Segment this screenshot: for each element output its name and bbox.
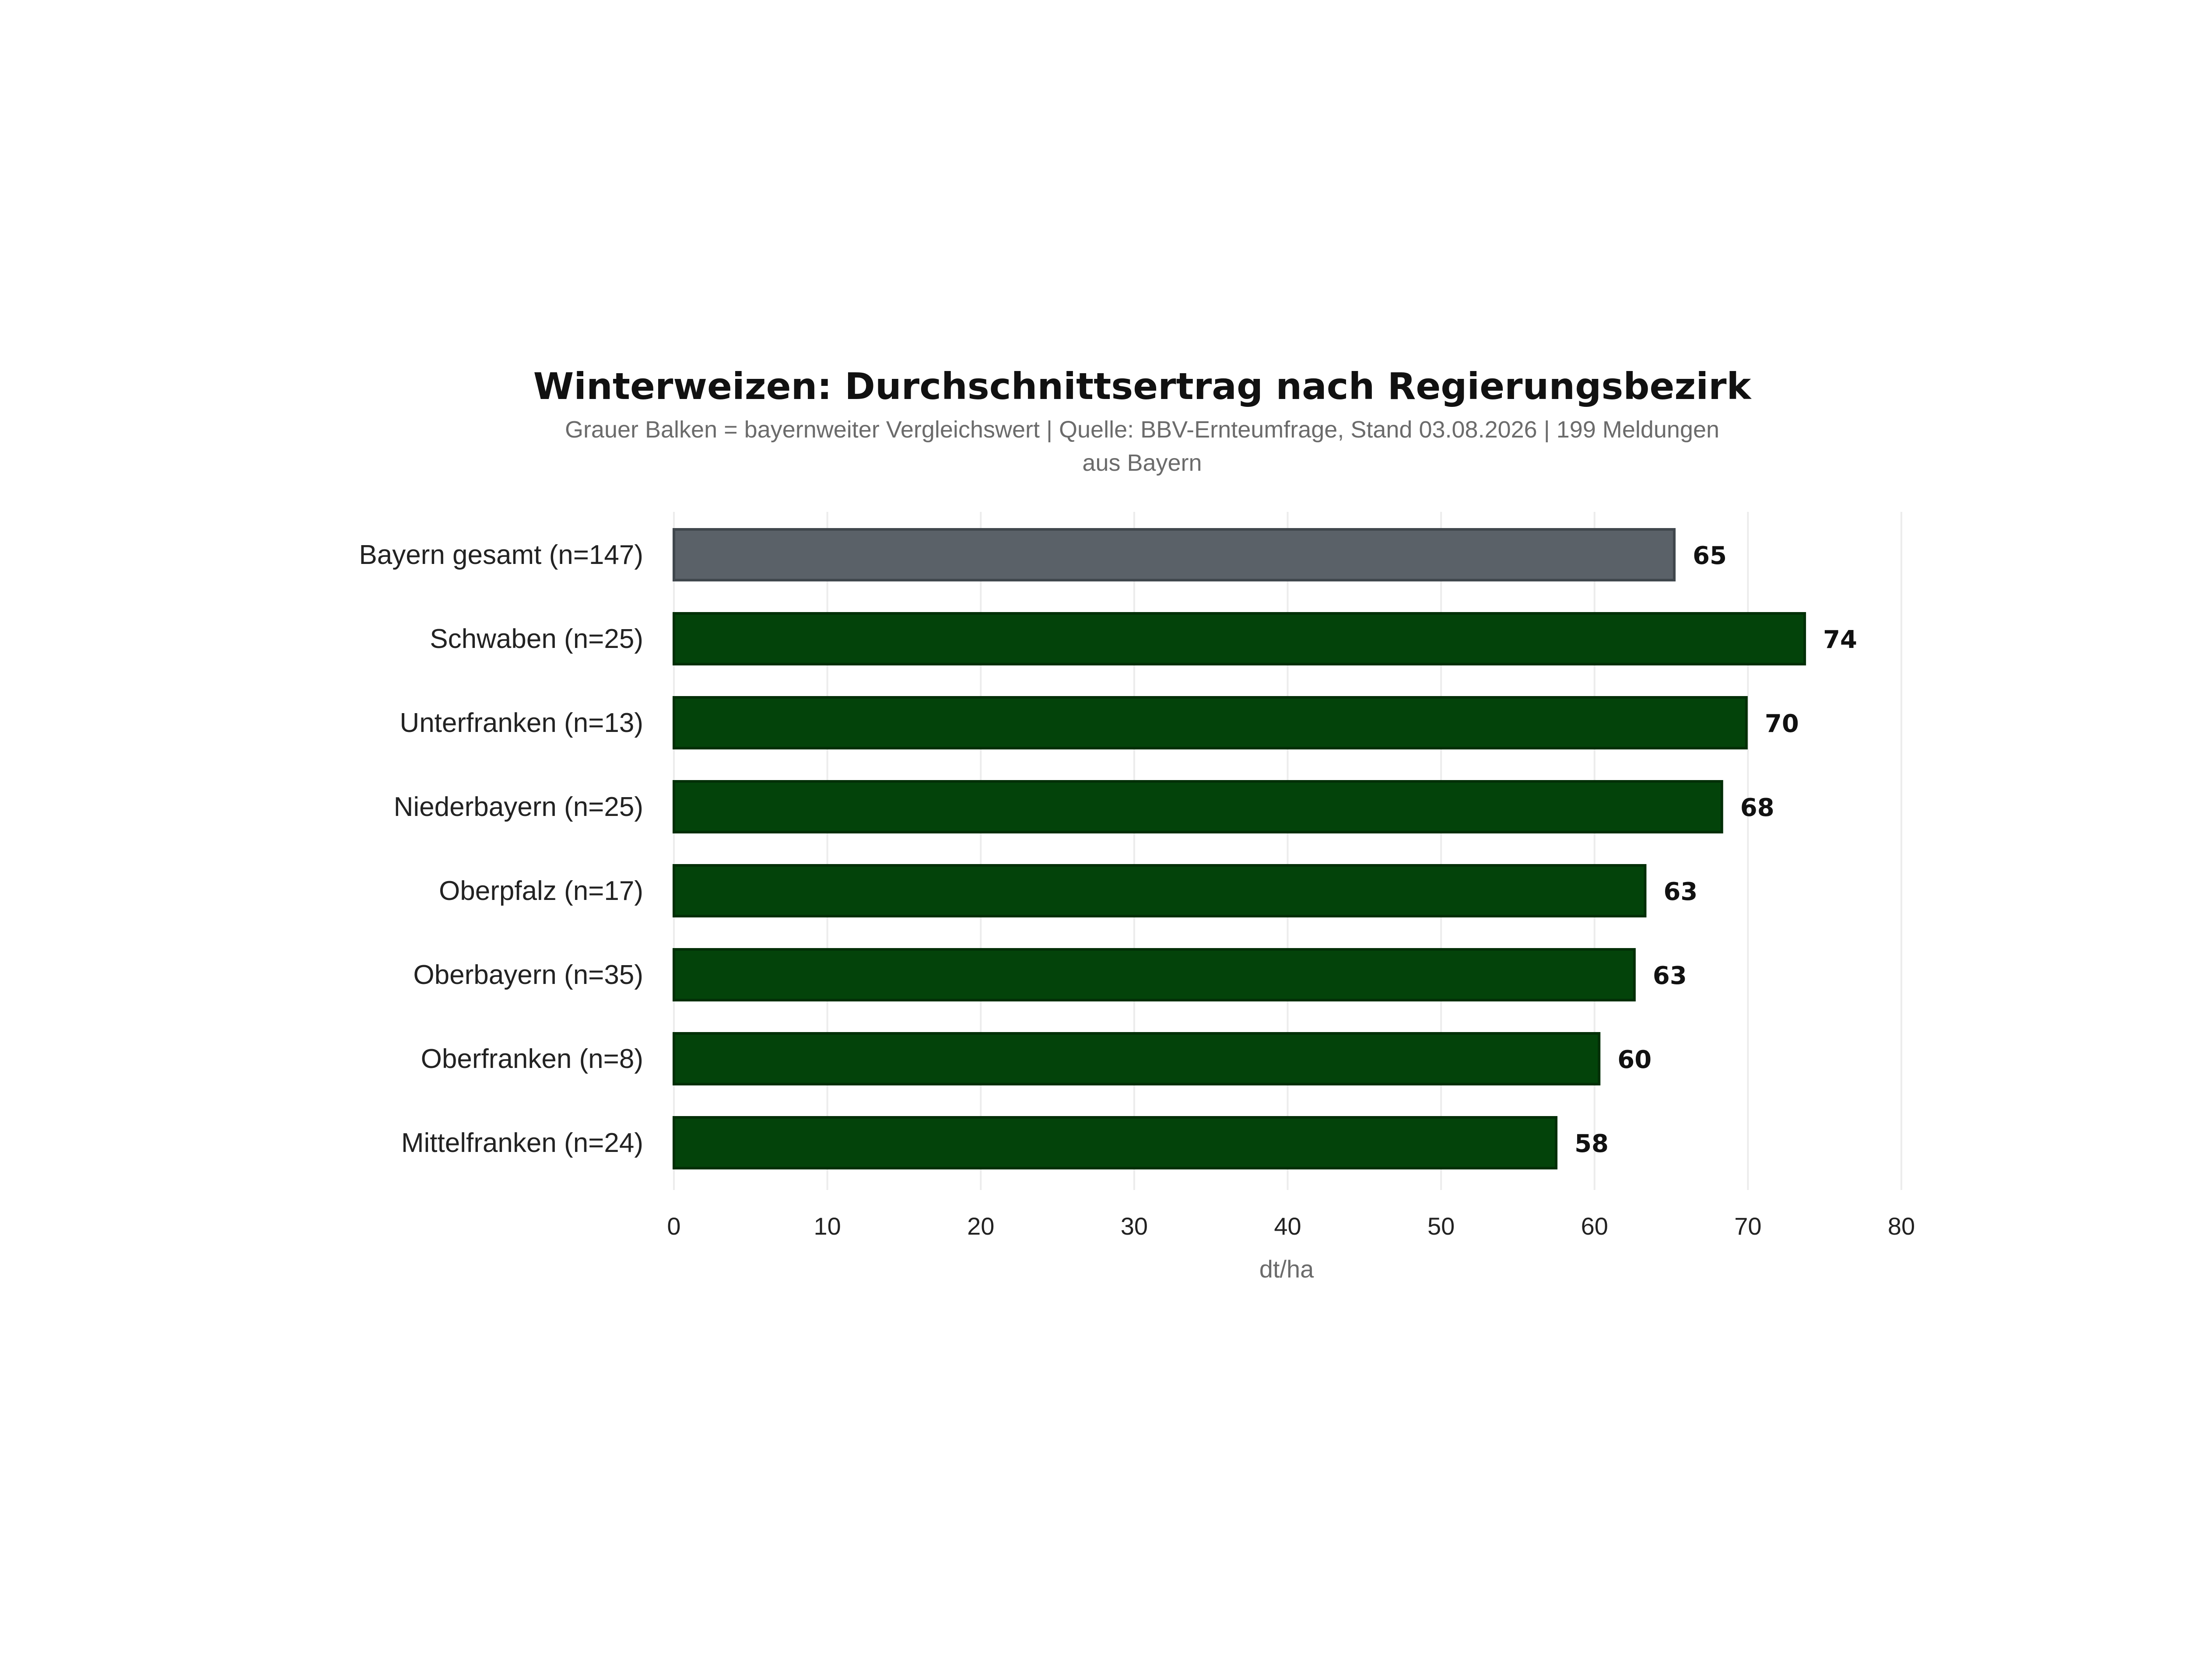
bar-5	[673, 948, 1636, 1001]
x-tick-label-60: 60	[1581, 1212, 1608, 1240]
category-label-6: Oberfranken (n=8)	[421, 1044, 643, 1074]
x-axis-title: dt/ha	[1259, 1255, 1314, 1283]
category-label-0: Bayern gesamt (n=147)	[359, 540, 643, 570]
chart-subtitle-line-1: Grauer Balken = bayernweiter Vergleichsw…	[565, 416, 1719, 443]
category-label-5: Oberbayern (n=35)	[413, 960, 643, 990]
value-label-0: 65	[1693, 542, 1727, 570]
category-label-4: Oberpfalz (n=17)	[439, 876, 643, 906]
x-tick-label-70: 70	[1734, 1212, 1761, 1240]
category-label-2: Unterfranken (n=13)	[400, 708, 643, 738]
value-label-5: 63	[1653, 962, 1687, 990]
x-tick-label-50: 50	[1427, 1212, 1455, 1240]
category-label-3: Niederbayern (n=25)	[394, 792, 643, 822]
value-label-1: 74	[1823, 626, 1857, 654]
value-label-2: 70	[1765, 710, 1799, 738]
category-label-1: Schwaben (n=25)	[430, 624, 643, 654]
value-label-6: 60	[1617, 1046, 1652, 1074]
chart-title: Winterweizen: Durchschnittsertrag nach R…	[533, 365, 1752, 408]
bars	[673, 528, 1806, 1169]
x-tick-label-10: 10	[813, 1212, 841, 1240]
bar-2	[673, 696, 1748, 749]
value-label-4: 63	[1663, 878, 1697, 906]
x-tick-label-30: 30	[1121, 1212, 1148, 1240]
x-axis-ticks: 0 10 20 30 40 50 60 70 80	[667, 1212, 1915, 1240]
value-label-7: 58	[1574, 1130, 1609, 1158]
category-label-7: Mittelfranken (n=24)	[401, 1128, 643, 1158]
bar-3	[673, 780, 1723, 833]
bar-6	[673, 1032, 1601, 1085]
bar-0	[673, 528, 1676, 581]
x-tick-label-20: 20	[967, 1212, 994, 1240]
x-tick-label-0: 0	[667, 1212, 680, 1240]
bar-4	[673, 864, 1647, 917]
x-tick-label-40: 40	[1274, 1212, 1301, 1240]
chart-subtitle-line-2: aus Bayern	[1082, 450, 1202, 476]
value-labels: 65 74 70 68 63 63 60 58	[1574, 542, 1857, 1158]
bar-7	[673, 1116, 1558, 1169]
x-tick-label-80: 80	[1888, 1212, 1915, 1240]
category-labels: Bayern gesamt (n=147) Schwaben (n=25) Unte…	[359, 540, 643, 1158]
value-label-3: 68	[1740, 794, 1774, 822]
bar-1	[673, 612, 1806, 665]
